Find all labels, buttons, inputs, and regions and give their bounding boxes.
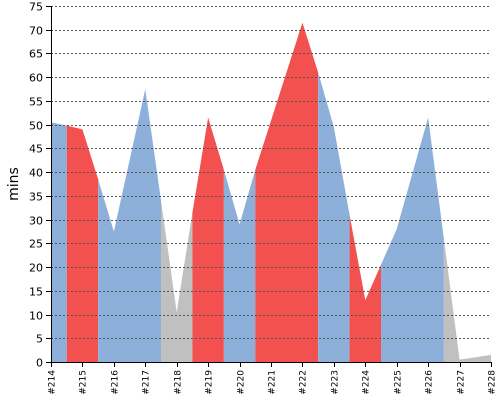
- y-tick-label: 20: [29, 262, 43, 275]
- area-segment-blue: [51, 122, 67, 362]
- x-tick-label: #220: [237, 370, 247, 395]
- x-tick-label: #221: [268, 370, 278, 395]
- axes: [46, 6, 492, 367]
- x-tick-label: #222: [299, 370, 309, 395]
- y-tick-label: 45: [29, 143, 43, 156]
- y-tick-label: 75: [29, 1, 43, 14]
- x-tick-label: #228: [488, 370, 498, 395]
- y-tick-label: 60: [29, 72, 43, 85]
- x-tick-label: #215: [79, 370, 89, 395]
- y-tick-label: 65: [29, 48, 43, 61]
- y-tick-label: 0: [36, 357, 43, 370]
- y-tick-label: 15: [29, 286, 43, 299]
- x-tick-label: #214: [48, 370, 58, 395]
- x-tick-label: #219: [205, 370, 215, 395]
- x-tick-label: #224: [362, 370, 372, 395]
- x-tick-label: #216: [111, 370, 121, 395]
- x-tick-label: #217: [142, 370, 152, 395]
- x-tick-label: #226: [425, 370, 435, 395]
- y-tick-label: 25: [29, 238, 43, 251]
- area-segment-blue: [318, 72, 350, 362]
- y-tick-label: 35: [29, 191, 43, 204]
- x-tick-label: #218: [174, 370, 184, 395]
- area-segment-red: [255, 22, 319, 363]
- y-tick-label: 30: [29, 215, 43, 228]
- area-segment-blue: [223, 169, 256, 362]
- area-segment-red: [349, 214, 381, 362]
- x-tick-label: #227: [457, 370, 467, 395]
- area-segment-grey: [443, 238, 491, 362]
- y-tick-label: 70: [29, 25, 43, 38]
- x-tick-label: #225: [394, 370, 404, 395]
- area-segment-grey: [161, 200, 193, 362]
- area-segment-red: [66, 125, 99, 363]
- gridlines: [51, 6, 491, 339]
- x-tick-label: #223: [331, 370, 341, 395]
- y-axis-label: mins: [6, 167, 22, 201]
- y-tick-label: 5: [36, 333, 43, 346]
- area-segment-red: [192, 117, 224, 362]
- area-segment-blue: [98, 89, 161, 362]
- y-tick-label: 50: [29, 120, 43, 133]
- y-tick-label: 40: [29, 167, 43, 180]
- area-segments: [51, 22, 491, 363]
- x-tick-labels: #214 #215 #216 #217 #218 #219 #220 #221 #222 #223…: [48, 370, 498, 395]
- area-segment-blue: [381, 117, 444, 362]
- y-tick-label: 10: [29, 310, 43, 323]
- y-tick-labels: 0 5 10 15 20 25 30 35 40 45 50 55 60 65 70 75: [29, 1, 43, 370]
- y-tick-label: 55: [29, 96, 43, 109]
